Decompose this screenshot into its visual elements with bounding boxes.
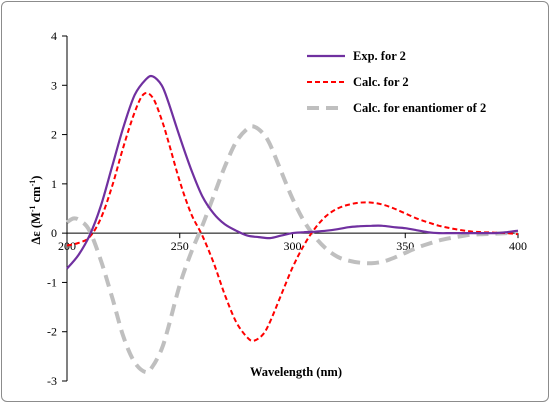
- y-axis-label-main: Δε (M: [29, 212, 43, 244]
- series-line-1: [66, 74, 519, 270]
- axes: [66, 36, 518, 381]
- y-tick-label: 0: [51, 226, 57, 240]
- y-axis-label-mid: cm: [29, 186, 43, 206]
- x-tick-label: 300: [284, 239, 302, 253]
- y-tick-label: 4: [51, 29, 57, 43]
- x-tick-label: 250: [171, 239, 189, 253]
- y-tick-label: 3: [51, 78, 57, 92]
- y-tick-label: 2: [51, 128, 57, 142]
- x-tick-label: 400: [509, 239, 527, 253]
- y-axis-label: Δε (M-1 cm-1): [28, 176, 43, 245]
- legend: Exp. for 2 Calc. for 2 Calc. for enantiome…: [307, 49, 486, 115]
- series-lines: [65, 74, 519, 375]
- y-axis-label-sup1: -1: [28, 206, 37, 213]
- y-axis-label-end: ): [29, 176, 43, 180]
- y-tick-label: 1: [51, 177, 57, 191]
- y-axis-label-sup2: -1: [28, 180, 37, 187]
- legend-label-3: Calc. for enantiomer of 2: [353, 101, 486, 115]
- series-line-3: [65, 124, 519, 375]
- legend-label-1: Exp. for 2: [353, 49, 406, 63]
- x-axis-label: Wavelength (nm): [250, 365, 342, 379]
- y-ticks: 4 3 2 1 0 -1 -2 -3: [47, 29, 67, 388]
- x-ticks: 200 250 300 350 400: [58, 233, 527, 253]
- x-tick-label: 200: [58, 239, 76, 253]
- y-tick-label: -2: [47, 325, 57, 339]
- y-tick-label: -1: [47, 275, 57, 289]
- legend-label-2: Calc. for 2: [353, 75, 409, 89]
- series-line-2: [66, 92, 519, 342]
- y-tick-label: -3: [47, 374, 57, 388]
